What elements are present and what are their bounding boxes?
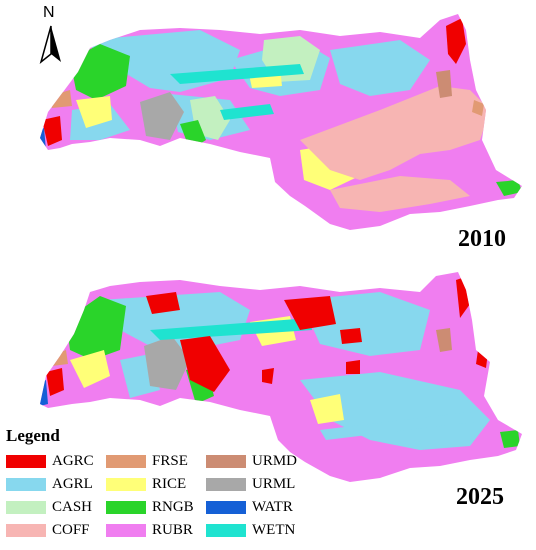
legend-swatch: [106, 500, 146, 514]
legend-label: WATR: [252, 498, 293, 515]
legend-label: CASH: [52, 498, 93, 515]
legend-label: AGRC: [52, 452, 94, 469]
legend-swatch: [6, 500, 46, 514]
legend-label: COFF: [52, 521, 90, 538]
legend-label: RICE: [152, 475, 187, 492]
legend-swatch: [6, 454, 46, 468]
legend-item-rice: RICE: [106, 475, 186, 493]
north-label: N: [43, 4, 55, 21]
legend-label: URMD: [252, 452, 298, 469]
year-label-2010: 2010: [458, 226, 506, 252]
legend-item-rubr: RUBR: [106, 521, 193, 539]
legend-swatch: [6, 523, 46, 537]
legend-label: WETN: [252, 521, 296, 538]
legend-item-coff: COFF: [6, 521, 90, 539]
year-label-2025: 2025: [456, 484, 504, 510]
legend-swatch: [6, 477, 46, 491]
legend-item-frse: FRSE: [106, 452, 188, 470]
legend-label: RNGB: [152, 498, 194, 515]
north-arrow: N: [35, 4, 67, 66]
legend-swatch: [106, 523, 146, 537]
legend-item-agrl: AGRL: [6, 475, 93, 493]
legend-swatch: [206, 454, 246, 468]
legend-swatch: [106, 454, 146, 468]
legend-swatch: [206, 477, 246, 491]
legend-item-urml: URML: [206, 475, 295, 493]
legend-swatch: [206, 523, 246, 537]
legend-swatch: [206, 500, 246, 514]
legend-item-watr: WATR: [206, 498, 293, 516]
map-2025: [40, 272, 522, 482]
legend-item-cash: CASH: [6, 498, 92, 516]
map-2010: [40, 14, 522, 230]
map-legend: Legend AGRC AGRL CASH COFF FRSE RICE RNGB RUBR U…: [6, 426, 297, 546]
legend-swatch: [106, 477, 146, 491]
legend-label: RUBR: [152, 521, 193, 538]
legend-item-wetn: WETN: [206, 521, 295, 539]
legend-label: FRSE: [152, 452, 188, 469]
north-arrow-icon: [39, 25, 61, 65]
legend-item-urmd: URMD: [206, 452, 297, 470]
legend-label: URML: [252, 475, 296, 492]
legend-title: Legend: [6, 426, 60, 445]
legend-item-agrc: AGRC: [6, 452, 94, 470]
legend-item-rngb: RNGB: [106, 498, 194, 516]
legend-label: AGRL: [52, 475, 93, 492]
